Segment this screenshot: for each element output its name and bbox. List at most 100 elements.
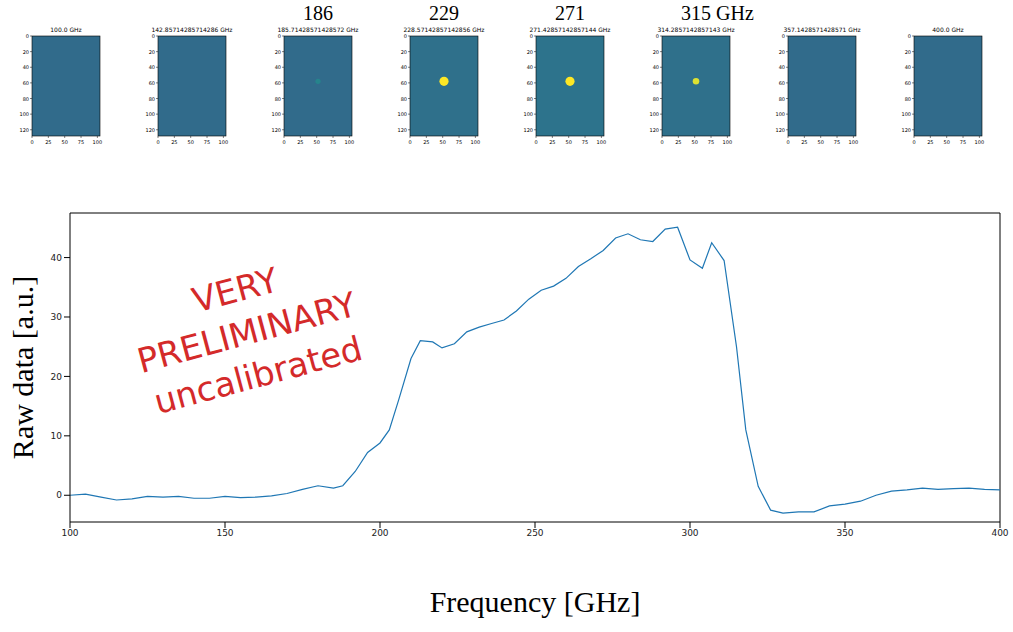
svg-text:75: 75 bbox=[834, 139, 840, 145]
svg-text:0: 0 bbox=[656, 33, 659, 39]
svg-text:80: 80 bbox=[401, 96, 407, 102]
svg-text:200: 200 bbox=[371, 528, 388, 538]
svg-text:10: 10 bbox=[51, 431, 63, 441]
svg-text:100: 100 bbox=[397, 111, 407, 117]
svg-text:0: 0 bbox=[156, 139, 159, 145]
svg-text:0: 0 bbox=[912, 139, 915, 145]
svg-text:80: 80 bbox=[23, 96, 29, 102]
svg-text:186: 186 bbox=[303, 2, 333, 24]
svg-text:25: 25 bbox=[927, 139, 933, 145]
svg-text:100.0 GHz: 100.0 GHz bbox=[50, 26, 81, 33]
svg-text:0: 0 bbox=[530, 33, 533, 39]
svg-text:40: 40 bbox=[401, 64, 407, 70]
svg-text:120: 120 bbox=[145, 127, 155, 133]
svg-text:80: 80 bbox=[275, 96, 281, 102]
svg-text:25: 25 bbox=[801, 139, 807, 145]
svg-text:0: 0 bbox=[278, 33, 281, 39]
svg-text:60: 60 bbox=[23, 80, 29, 86]
svg-text:0: 0 bbox=[404, 33, 407, 39]
svg-text:60: 60 bbox=[653, 80, 659, 86]
svg-text:50: 50 bbox=[818, 139, 824, 145]
svg-text:80: 80 bbox=[779, 96, 785, 102]
svg-text:75: 75 bbox=[960, 139, 966, 145]
svg-text:120: 120 bbox=[901, 127, 911, 133]
svg-text:150: 150 bbox=[216, 528, 233, 538]
svg-text:100: 100 bbox=[523, 111, 533, 117]
svg-text:100: 100 bbox=[145, 111, 155, 117]
svg-text:75: 75 bbox=[708, 139, 714, 145]
svg-text:50: 50 bbox=[314, 139, 320, 145]
svg-text:100: 100 bbox=[93, 139, 103, 145]
svg-text:75: 75 bbox=[204, 139, 210, 145]
svg-text:25: 25 bbox=[45, 139, 51, 145]
svg-text:40: 40 bbox=[23, 64, 29, 70]
svg-text:100: 100 bbox=[271, 111, 281, 117]
svg-text:80: 80 bbox=[653, 96, 659, 102]
svg-text:0: 0 bbox=[908, 33, 911, 39]
svg-text:142.85714285714286 GHz: 142.85714285714286 GHz bbox=[151, 26, 232, 33]
svg-text:0: 0 bbox=[56, 490, 62, 500]
svg-text:100: 100 bbox=[849, 139, 859, 145]
svg-text:40: 40 bbox=[527, 64, 533, 70]
svg-text:20: 20 bbox=[527, 49, 533, 55]
svg-text:75: 75 bbox=[78, 139, 84, 145]
svg-text:120: 120 bbox=[397, 127, 407, 133]
svg-text:100: 100 bbox=[219, 139, 229, 145]
svg-text:60: 60 bbox=[905, 80, 911, 86]
svg-text:400: 400 bbox=[991, 528, 1008, 538]
svg-text:0: 0 bbox=[786, 139, 789, 145]
svg-text:50: 50 bbox=[62, 139, 68, 145]
svg-text:228.57142857142856 GHz: 228.57142857142856 GHz bbox=[403, 26, 484, 33]
svg-text:50: 50 bbox=[188, 139, 194, 145]
svg-text:60: 60 bbox=[401, 80, 407, 86]
svg-text:75: 75 bbox=[456, 139, 462, 145]
svg-text:314.2857142857143 GHz: 314.2857142857143 GHz bbox=[657, 26, 734, 33]
svg-text:Frequency [GHz]: Frequency [GHz] bbox=[430, 585, 641, 618]
svg-text:20: 20 bbox=[653, 49, 659, 55]
svg-text:25: 25 bbox=[423, 139, 429, 145]
svg-text:0: 0 bbox=[534, 139, 537, 145]
svg-text:350: 350 bbox=[836, 528, 853, 538]
svg-text:100: 100 bbox=[471, 139, 481, 145]
svg-text:300: 300 bbox=[681, 528, 698, 538]
svg-text:50: 50 bbox=[440, 139, 446, 145]
svg-text:30: 30 bbox=[51, 312, 63, 322]
svg-text:0: 0 bbox=[408, 139, 411, 145]
svg-text:0: 0 bbox=[782, 33, 785, 39]
svg-text:0: 0 bbox=[152, 33, 155, 39]
svg-text:80: 80 bbox=[527, 96, 533, 102]
svg-text:100: 100 bbox=[901, 111, 911, 117]
svg-text:60: 60 bbox=[275, 80, 281, 86]
svg-text:400.0 GHz: 400.0 GHz bbox=[932, 26, 963, 33]
svg-text:60: 60 bbox=[527, 80, 533, 86]
svg-text:20: 20 bbox=[23, 49, 29, 55]
svg-text:40: 40 bbox=[149, 64, 155, 70]
svg-text:25: 25 bbox=[171, 139, 177, 145]
svg-text:0: 0 bbox=[30, 139, 33, 145]
svg-text:229: 229 bbox=[429, 2, 459, 24]
svg-text:20: 20 bbox=[779, 49, 785, 55]
svg-text:40: 40 bbox=[653, 64, 659, 70]
svg-text:120: 120 bbox=[19, 127, 29, 133]
svg-text:120: 120 bbox=[649, 127, 659, 133]
svg-text:20: 20 bbox=[401, 49, 407, 55]
svg-text:271: 271 bbox=[555, 2, 585, 24]
svg-text:100: 100 bbox=[61, 528, 78, 538]
svg-text:50: 50 bbox=[944, 139, 950, 145]
svg-text:60: 60 bbox=[779, 80, 785, 86]
svg-text:100: 100 bbox=[649, 111, 659, 117]
svg-text:75: 75 bbox=[582, 139, 588, 145]
svg-text:25: 25 bbox=[297, 139, 303, 145]
svg-text:25: 25 bbox=[549, 139, 555, 145]
svg-text:100: 100 bbox=[775, 111, 785, 117]
svg-text:25: 25 bbox=[675, 139, 681, 145]
svg-text:20: 20 bbox=[51, 372, 63, 382]
svg-text:0: 0 bbox=[26, 33, 29, 39]
svg-text:185.71428571428572 GHz: 185.71428571428572 GHz bbox=[277, 26, 358, 33]
svg-text:120: 120 bbox=[775, 127, 785, 133]
svg-text:50: 50 bbox=[566, 139, 572, 145]
svg-text:uncalibrated: uncalibrated bbox=[150, 328, 367, 422]
svg-text:40: 40 bbox=[275, 64, 281, 70]
svg-text:40: 40 bbox=[51, 253, 63, 263]
svg-text:100: 100 bbox=[19, 111, 29, 117]
